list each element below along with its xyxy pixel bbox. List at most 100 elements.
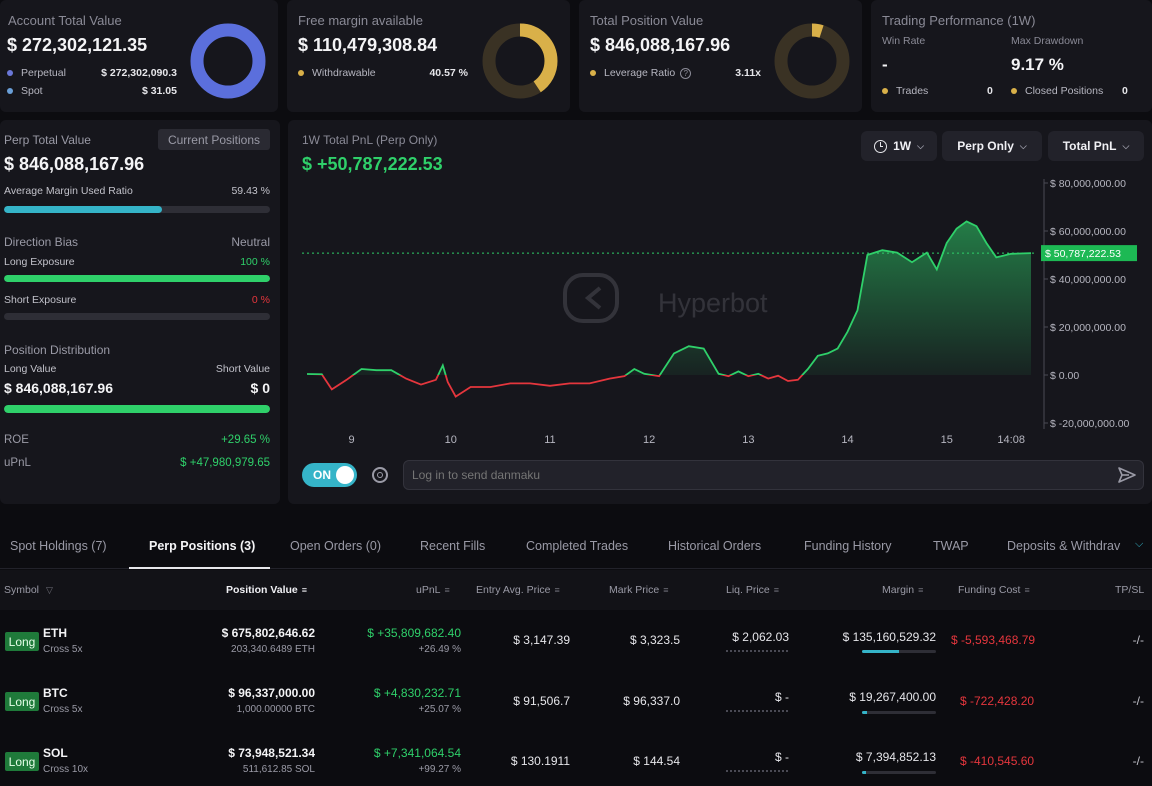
position-value-header-label: Position Value (226, 584, 298, 596)
metric-dropdown[interactable]: Total PnL ⌵ (1048, 131, 1144, 161)
margin-header-label: Margin (882, 584, 915, 596)
trades-label: Trades (896, 85, 929, 97)
win-rate-label: Win Rate (882, 35, 926, 47)
funding-cost-cell: $ -722,428.20 (960, 694, 1035, 708)
x-tick-label: 11 (544, 434, 555, 446)
margin-cell: $ 7,394,852.13 (855, 750, 936, 764)
margin-cell: $ 19,267,400.00 (849, 690, 936, 704)
danmaku-input[interactable] (403, 460, 1144, 490)
long-exposure-bar-fill (4, 275, 270, 282)
upnl-header-label: uPnL (416, 584, 441, 596)
scope-dropdown[interactable]: Perp Only ⌵ (942, 131, 1042, 161)
tab-perp-positions[interactable]: Perp Positions (3) (149, 539, 256, 553)
mark-price-header[interactable]: Mark Price ≡ (609, 584, 668, 596)
perpetual-value: $ 272,302,090.3 (101, 67, 177, 79)
chevron-down-icon: ⌵ (917, 140, 924, 151)
closed-positions-label: Closed Positions (1025, 85, 1104, 97)
tab-recent-fills[interactable]: Recent Fills (420, 539, 486, 553)
table-row[interactable]: Long ETH Cross 5x $ 675,802,646.62 203,3… (0, 612, 1152, 670)
x-tick-label: 10 (445, 434, 457, 446)
tab-historical-orders[interactable]: Historical Orders (668, 539, 762, 553)
danmaku-toggle[interactable]: ON (302, 463, 357, 487)
sort-icon[interactable]: ≡ (663, 585, 669, 595)
upnl-pct-cell: +25.07 % (418, 704, 461, 715)
tab-deposits-withdrawals[interactable]: Deposits & Withdrav (1007, 539, 1121, 553)
funding-cost-header[interactable]: Funding Cost ≡ (958, 584, 1030, 596)
total-position-donut-arc (774, 23, 850, 99)
margin-bar (862, 771, 936, 774)
symbol-cell[interactable]: SOL (43, 746, 68, 760)
symbol-cell[interactable]: ETH (43, 626, 67, 640)
funding-cost-header-label: Funding Cost (958, 584, 1021, 596)
long-exposure-label: Long Exposure (4, 256, 75, 268)
y-tick-label: $ 0.00 (1050, 370, 1079, 382)
tab-funding-history[interactable]: Funding History (804, 539, 892, 553)
pnl-area-fill (307, 221, 1031, 375)
period-dropdown[interactable]: 1W ⌵ (861, 131, 937, 161)
y-tick-label: $ 40,000,000.00 (1050, 274, 1126, 286)
table-row[interactable]: Long BTC Cross 5x $ 96,337,000.00 1,000.… (0, 673, 1152, 731)
current-value-badge-label: $ 50,787,222.53 (1045, 248, 1121, 260)
spot-value: $ 31.05 (141, 85, 177, 97)
tpsl-cell[interactable]: -/- (1132, 754, 1144, 768)
symbol-cell[interactable]: BTC (43, 686, 68, 700)
chart-series-layer (302, 220, 1036, 398)
account-total-card: Account Total Value $ 272,302,121.35 Per… (0, 0, 278, 112)
tab-spot-holdings[interactable]: Spot Holdings (7) (10, 539, 107, 553)
sort-icon[interactable]: ≡ (444, 585, 450, 595)
position-value-cell: $ 96,337,000.00 (228, 686, 315, 700)
total-position-value: $ 846,088,167.96 (590, 35, 731, 55)
liq-price-cell: $ - (774, 750, 789, 764)
margin-header[interactable]: Margin ≡ (882, 584, 923, 596)
table-row[interactable]: Long SOL Cross 10x $ 73,948,521.34 511,6… (0, 733, 1152, 786)
danmaku-text-field[interactable] (412, 467, 1092, 483)
perp-total-label: Perp Total Value (4, 133, 91, 147)
tab-twap[interactable]: TWAP (933, 539, 969, 553)
perp-summary-panel: Perp Total Value Current Positions $ 846… (0, 120, 280, 504)
upnl-cell: $ +4,830,232.71 (373, 686, 461, 700)
position-distribution-bar (4, 405, 270, 413)
symbol-header-label: Symbol (4, 584, 40, 596)
liq-price-header[interactable]: Liq. Price ≡ (726, 584, 779, 596)
entry-price-header[interactable]: Entry Avg. Price ≡ (476, 584, 560, 596)
side-badge: Long (5, 692, 39, 711)
danmaku-toggle-label: ON (313, 468, 331, 482)
tpsl-cell[interactable]: -/- (1132, 633, 1144, 647)
position-size-cell: 203,340.6489 ETH (231, 644, 315, 655)
symbol-header[interactable]: Symbol ▽ (4, 584, 53, 596)
margin-bar-fill (862, 711, 868, 714)
sort-icon[interactable]: ≡ (918, 585, 924, 595)
help-circle-icon[interactable]: ? (680, 67, 692, 79)
sort-icon[interactable]: ≡ (301, 585, 308, 595)
pnl-chart-title: 1W Total PnL (Perp Only) (302, 133, 438, 147)
tpsl-cell[interactable]: -/- (1132, 694, 1144, 708)
total-position-donut-chart (774, 23, 850, 99)
tpsl-header: TP/SL (1115, 584, 1144, 596)
sort-icon[interactable]: ≡ (773, 585, 780, 595)
position-value-header[interactable]: Position Value ≡ (226, 584, 307, 596)
pnl-area-chart[interactable]: Hyperbot $ 80,000,000.00$ 60,000,000.00$… (288, 175, 1152, 455)
x-tick-label: 13 (742, 434, 754, 446)
send-icon[interactable] (1117, 466, 1137, 484)
tab-open-orders[interactable]: Open Orders (0) (290, 539, 382, 553)
active-tab-underline (129, 567, 270, 569)
max-drawdown-value: 9.17 % (1011, 55, 1064, 74)
chevron-down-icon[interactable]: ⌵ (1135, 538, 1144, 550)
current-positions-button[interactable]: Current Positions (158, 129, 270, 150)
leverage-cell: Cross 5x (43, 704, 83, 715)
filter-icon[interactable]: ▽ (45, 585, 53, 595)
upnl-header[interactable]: uPnL ≡ (416, 584, 450, 596)
free-margin-donut-chart (482, 23, 558, 99)
y-tick-label: $ 80,000,000.00 (1050, 178, 1126, 190)
settings-icon[interactable] (372, 467, 388, 483)
funding-cost-cell: $ -410,545.60 (960, 754, 1035, 768)
total-position-donut-track (774, 23, 850, 99)
closed-positions-value: 0 (1122, 85, 1128, 97)
sort-icon[interactable]: ≡ (554, 585, 560, 595)
sort-icon[interactable]: ≡ (1024, 585, 1030, 595)
roe-value: +29.65 % (221, 434, 270, 446)
x-tick-label: 14 (841, 434, 853, 446)
upnl-cell: $ +35,809,682.40 (367, 626, 461, 640)
position-value-cell: $ 675,802,646.62 (221, 626, 315, 640)
tab-completed-trades[interactable]: Completed Trades (526, 539, 629, 553)
